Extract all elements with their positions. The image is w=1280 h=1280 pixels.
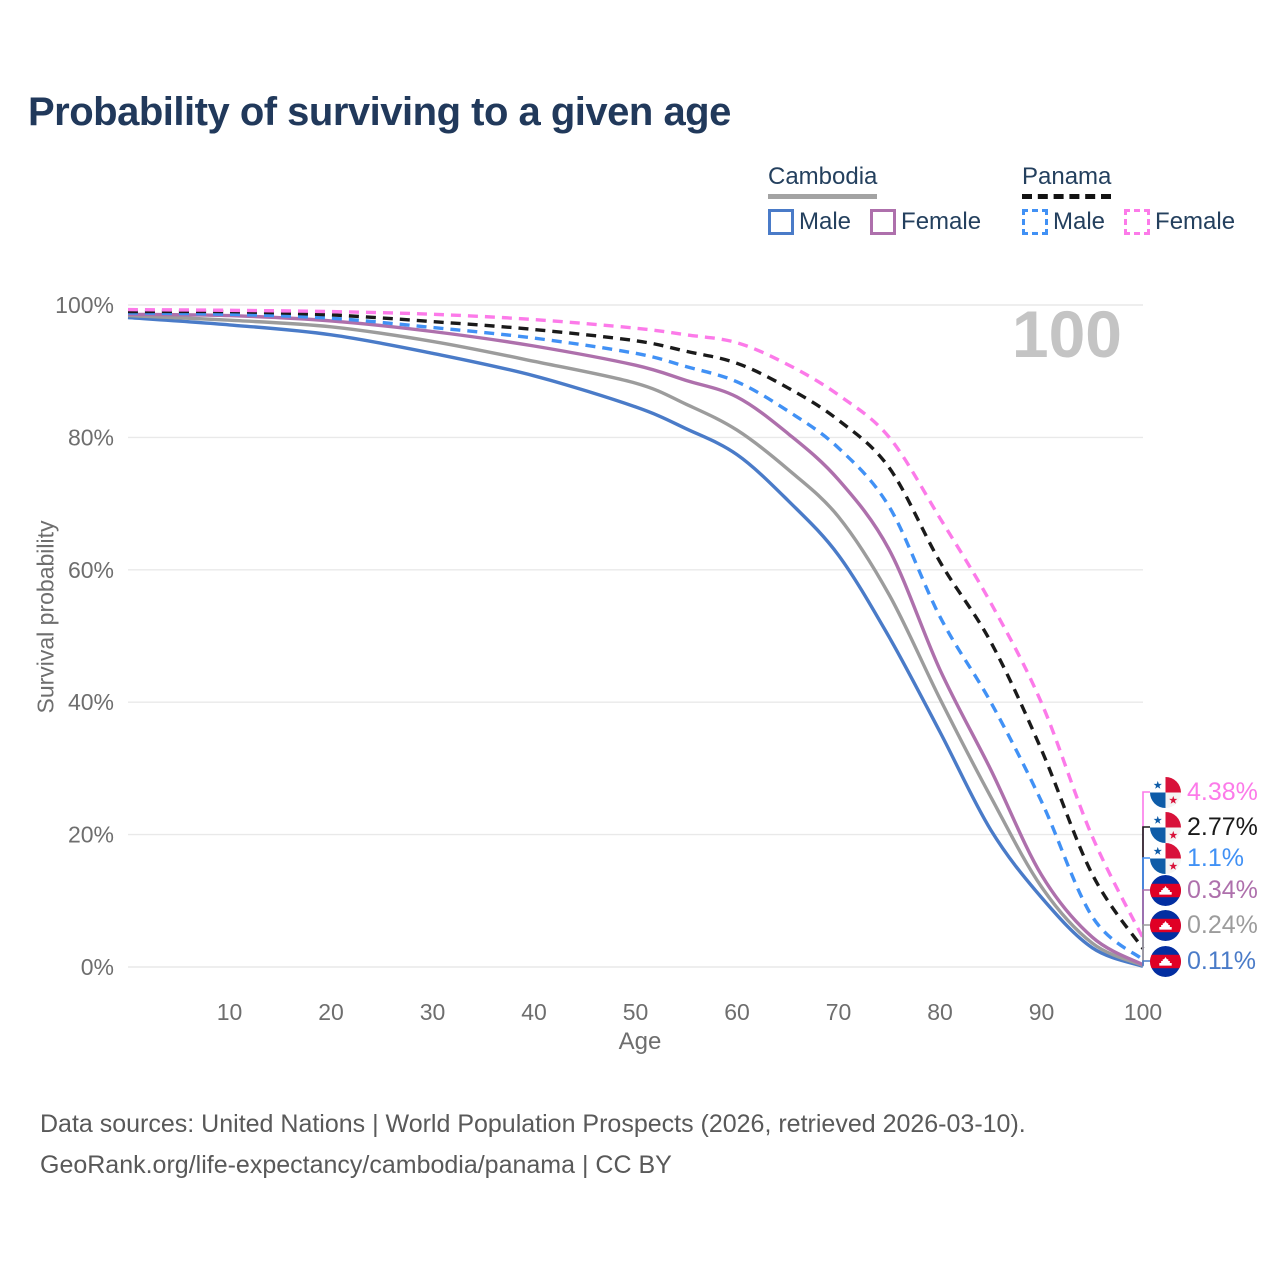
x-tick-label: 100: [1124, 999, 1162, 1025]
legend-item-panama-female[interactable]: Female: [1124, 208, 1235, 236]
cambodia-flag-icon: [1150, 945, 1181, 977]
y-tick-label: 80%: [68, 424, 114, 450]
legend-group-panama: Panama Male Female: [1022, 163, 1235, 236]
legend-label: Male: [1053, 208, 1106, 235]
leader-line: [1142, 791, 1150, 938]
y-tick-label: 20%: [68, 822, 114, 848]
leader-line: [1142, 826, 1150, 949]
panama-flag-icon: [1150, 842, 1181, 874]
x-tick-label: 10: [217, 999, 243, 1025]
end-label-cambodia-male: 0.11%: [1150, 945, 1256, 977]
x-tick-label: 60: [724, 999, 750, 1025]
end-label-value: 4.38%: [1187, 777, 1258, 806]
panama-flag-icon: [1150, 776, 1181, 808]
y-axis-title: Survival probability: [32, 520, 59, 714]
series-line-panama-both-sexes[interactable]: [127, 309, 1145, 950]
end-label-value: 0.24%: [1187, 910, 1258, 939]
series-line-panama-male[interactable]: [127, 311, 1145, 962]
y-tick-label: 40%: [68, 689, 114, 715]
footer-line-2: GeoRank.org/life-expectancy/cambodia/pan…: [40, 1150, 672, 1179]
legend-label: Female: [901, 208, 982, 235]
end-label-cambodia-female: 0.34%: [1150, 874, 1258, 906]
x-axis-title: Age: [618, 1028, 662, 1055]
y-tick-label: 0%: [81, 954, 114, 980]
series-line-cambodia-both-sexes[interactable]: [127, 313, 1144, 967]
x-tick-label: 40: [521, 999, 547, 1025]
panama-female-swatch-icon: [1124, 209, 1151, 235]
end-label-value: 1.1%: [1187, 843, 1244, 872]
cambodia-male-swatch-icon: [768, 209, 794, 235]
leader-line: [1142, 960, 1150, 967]
leader-line: [1142, 889, 1150, 965]
end-label-value: 2.77%: [1187, 812, 1258, 841]
cambodia-female-swatch-icon: [870, 209, 897, 235]
legend-group-cambodia: Cambodia Male Female: [768, 163, 981, 236]
legend-label: Male: [799, 208, 852, 235]
x-tick-label: 80: [927, 999, 953, 1025]
y-tick-label: 100%: [55, 292, 114, 318]
cambodia-flag-icon: [1150, 909, 1181, 941]
legend-item-cambodia-female[interactable]: Female: [870, 208, 981, 236]
y-tick-label: 60%: [68, 557, 114, 583]
series-line-panama-female[interactable]: [127, 307, 1145, 939]
series-line-cambodia-female[interactable]: [127, 312, 1144, 967]
series-line-cambodia-male[interactable]: [127, 315, 1144, 968]
x-tick-label: 70: [826, 999, 852, 1025]
end-label-value: 0.11%: [1187, 946, 1257, 975]
end-label-panama-male: 1.1%: [1150, 842, 1244, 874]
hover-age-watermark: 100: [1011, 297, 1122, 371]
legend-title-panama: Panama: [1022, 163, 1112, 199]
legend-item-panama-male[interactable]: Male: [1022, 208, 1105, 236]
x-tick-label: 50: [623, 999, 649, 1025]
page-title: Probability of surviving to a given age: [28, 90, 731, 134]
x-tick-label: 90: [1029, 999, 1055, 1025]
x-tick-label: 30: [420, 999, 446, 1025]
end-label-panama-female: 4.38%: [1150, 776, 1258, 808]
panama-male-swatch-icon: [1022, 209, 1048, 235]
end-label-value: 0.34%: [1187, 875, 1258, 904]
cambodia-flag-icon: [1150, 874, 1181, 906]
panama-flag-icon: [1150, 811, 1181, 843]
x-tick-label: 20: [318, 999, 344, 1025]
leader-line: [1142, 924, 1150, 966]
legend-label: Female: [1155, 208, 1236, 235]
end-label-cambodia-both: 0.24%: [1150, 909, 1258, 941]
data-sources-footer: Data sources: United Nations | World Pop…: [40, 1104, 1026, 1185]
legend-title-cambodia: Cambodia: [768, 163, 878, 199]
end-label-panama-both: 2.77%: [1150, 811, 1258, 843]
footer-line-1: Data sources: United Nations | World Pop…: [40, 1110, 1026, 1138]
leader-line: [1142, 857, 1150, 960]
legend-item-cambodia-male[interactable]: Male: [768, 208, 851, 236]
